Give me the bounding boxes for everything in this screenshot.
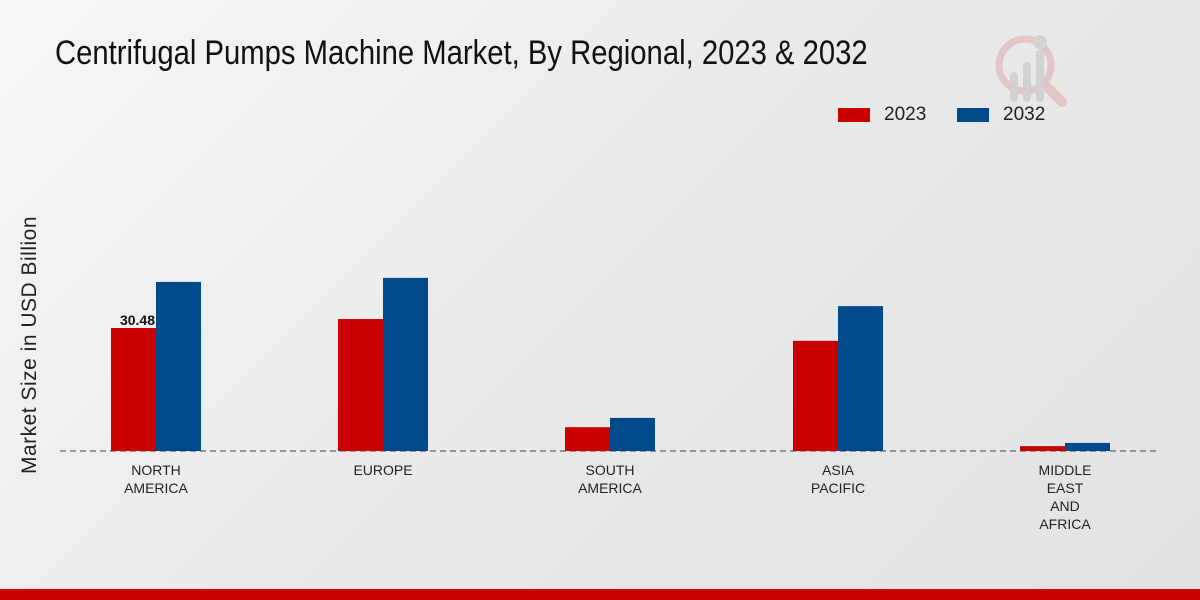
x-tick-label: AMERICA <box>578 480 642 496</box>
x-tick-label: EAST <box>1047 480 1084 496</box>
legend-item-2023: 2023 <box>838 104 926 126</box>
legend-swatch-2032 <box>957 108 989 122</box>
x-tick-label: NORTH <box>131 462 181 478</box>
legend-item-2032: 2032 <box>957 104 1045 126</box>
x-tick-label: AND <box>1050 498 1080 514</box>
legend-label-2023: 2023 <box>884 104 927 125</box>
bar-2032-3 <box>838 306 883 451</box>
x-tick-label: PACIFIC <box>811 480 865 496</box>
x-tick-label: ASIA <box>822 462 855 478</box>
x-tick-label: EUROPE <box>353 462 412 478</box>
bar-2023-3 <box>793 340 838 451</box>
x-tick-label: AMERICA <box>124 480 188 496</box>
bar-2032-4 <box>1065 442 1110 451</box>
bar-2023-2 <box>565 427 610 451</box>
bar-2032-0 <box>156 281 201 451</box>
x-tick-label: MIDDLE <box>1039 462 1092 478</box>
bar-2032-2 <box>610 417 655 451</box>
bar-2023-4 <box>1020 446 1065 451</box>
legend-label-2032: 2032 <box>1003 104 1046 125</box>
legend-swatch-2023 <box>838 108 870 122</box>
logo-icon <box>995 35 1067 107</box>
bottom-accent-bar <box>0 589 1200 600</box>
bar-2023-0 <box>111 328 156 451</box>
x-tick-label: SOUTH <box>586 462 635 478</box>
x-tick-label: AFRICA <box>1039 516 1091 532</box>
bar-2023-1 <box>338 319 383 451</box>
bar-2032-1 <box>383 277 428 451</box>
data-label: 30.48 <box>120 312 155 328</box>
chart-title: Centrifugal Pumps Machine Market, By Reg… <box>55 34 868 72</box>
